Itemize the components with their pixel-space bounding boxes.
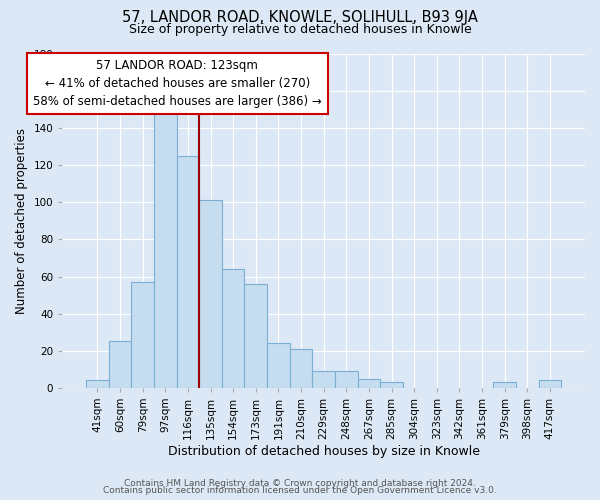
Bar (222, 269, 244, 388)
Bar (86, 380, 109, 388)
Text: Size of property relative to detached houses in Knowle: Size of property relative to detached ho… (128, 22, 472, 36)
Text: 57 LANDOR ROAD: 123sqm
← 41% of detached houses are smaller (270)
58% of semi-de: 57 LANDOR ROAD: 123sqm ← 41% of detached… (33, 59, 322, 108)
Bar (109, 342, 131, 388)
Bar (358, 378, 380, 388)
Y-axis label: Number of detached properties: Number of detached properties (15, 128, 28, 314)
Bar (176, 156, 199, 388)
Bar (267, 344, 290, 388)
X-axis label: Distribution of detached houses by size in Knowle: Distribution of detached houses by size … (167, 444, 479, 458)
Bar (335, 371, 358, 388)
Bar (199, 200, 222, 388)
Bar (539, 380, 561, 388)
Bar (313, 371, 335, 388)
Bar (493, 382, 516, 388)
Bar (290, 349, 313, 388)
Bar (380, 382, 403, 388)
Text: Contains HM Land Registry data © Crown copyright and database right 2024.: Contains HM Land Registry data © Crown c… (124, 478, 476, 488)
Bar (131, 282, 154, 388)
Text: 57, LANDOR ROAD, KNOWLE, SOLIHULL, B93 9JA: 57, LANDOR ROAD, KNOWLE, SOLIHULL, B93 9… (122, 10, 478, 25)
Bar (154, 114, 176, 388)
Text: Contains public sector information licensed under the Open Government Licence v3: Contains public sector information licen… (103, 486, 497, 495)
Bar (244, 284, 267, 388)
